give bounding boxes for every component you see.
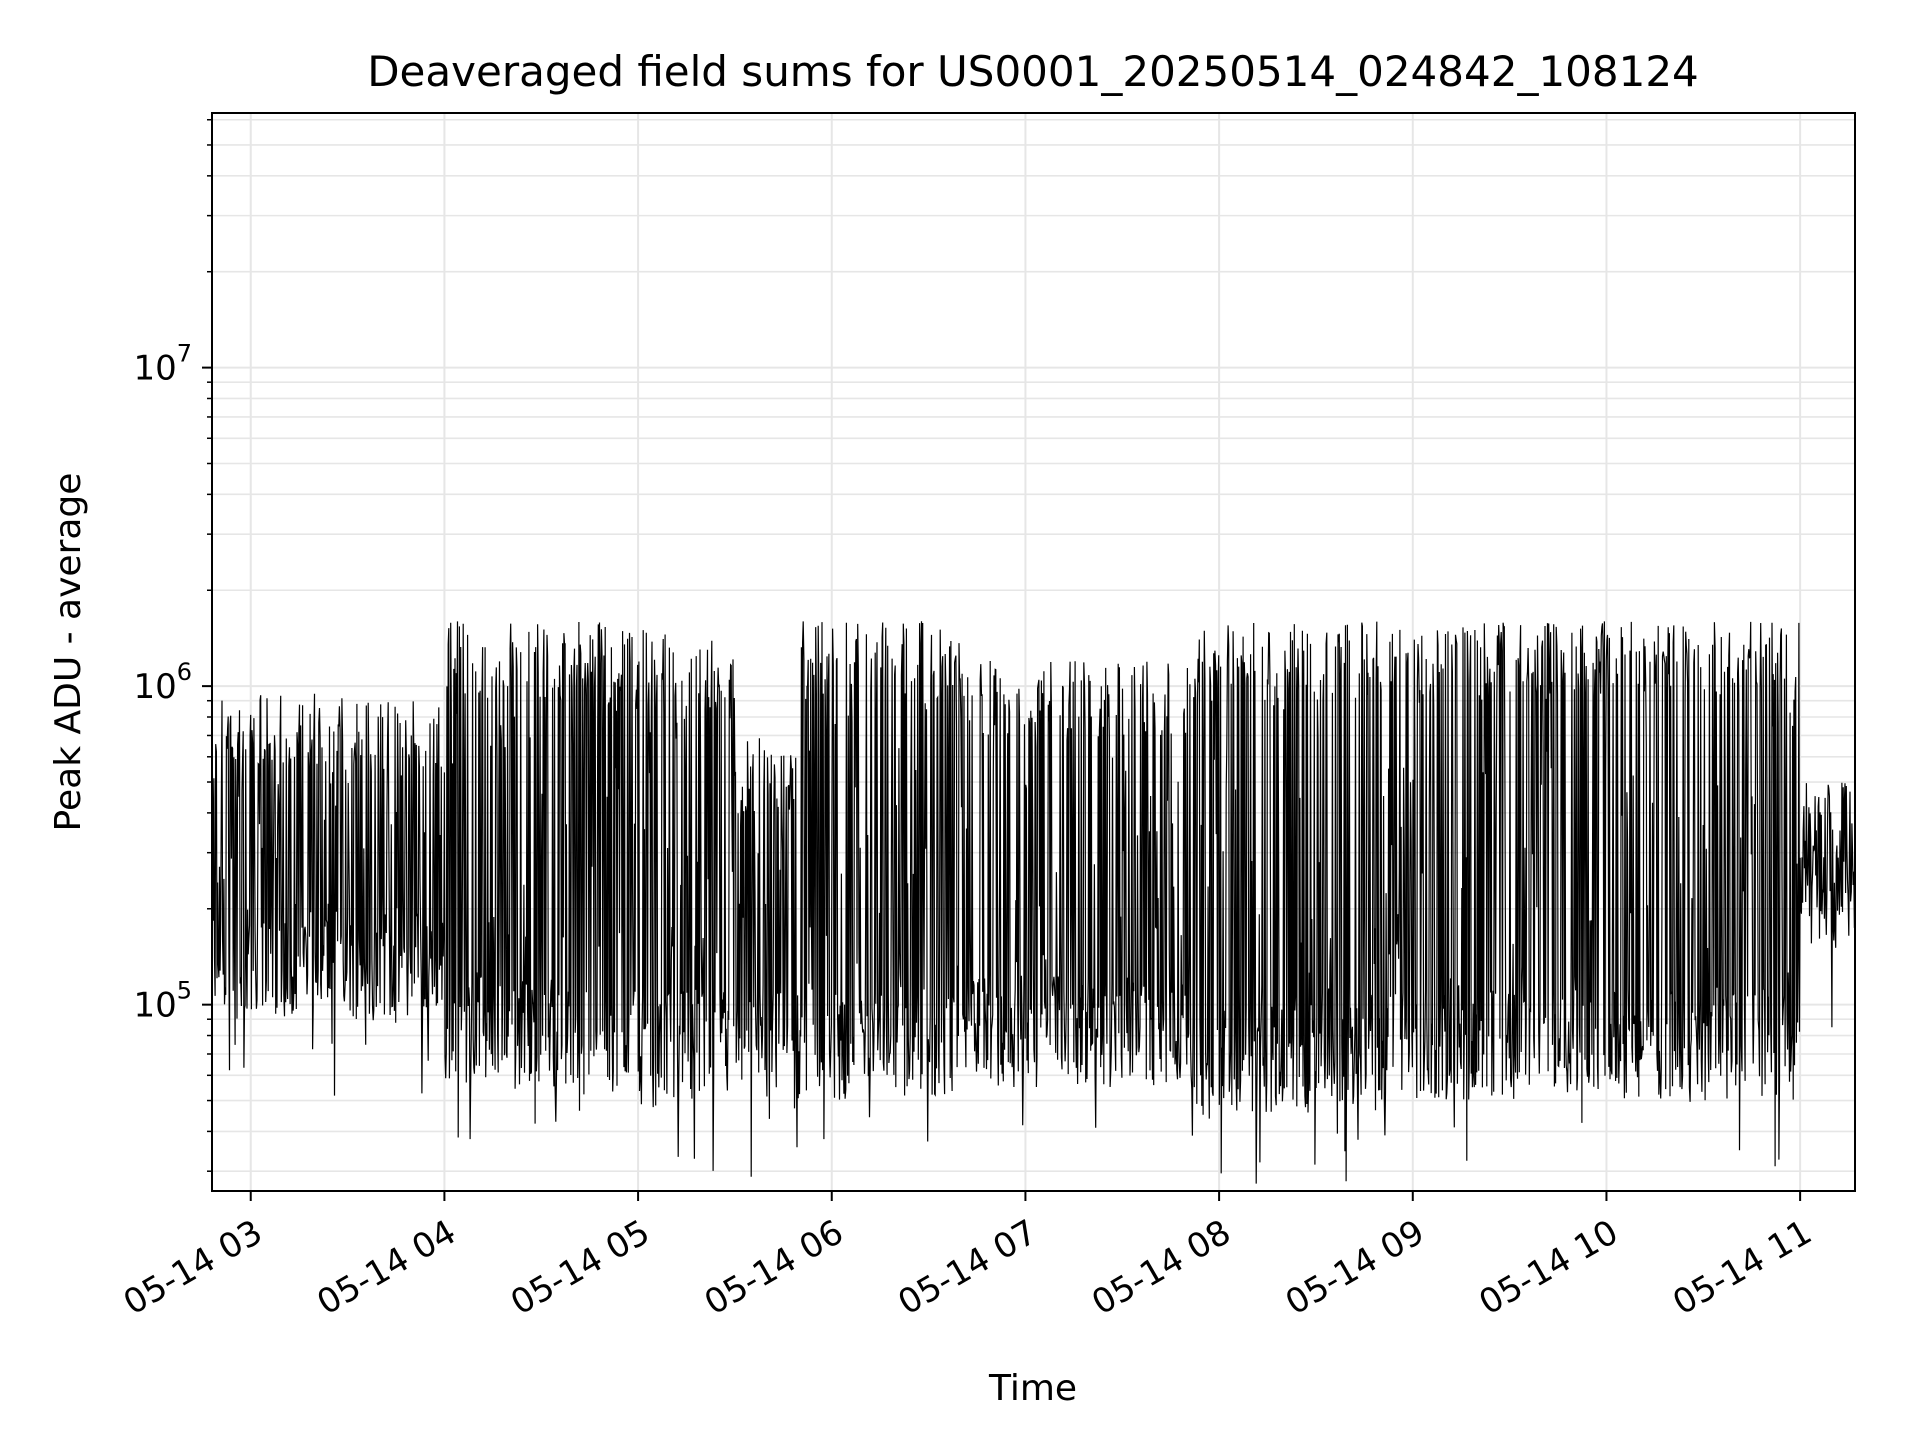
y-tick-label: 106 [133,658,192,707]
y-tick-label: 105 [133,977,192,1026]
y-tick-label-exponent: 7 [177,340,192,368]
x-axis-label: Time [988,1368,1077,1409]
data-series-line [211,621,1855,1184]
y-tick-label-exponent: 6 [177,658,192,686]
y-tick-label: 107 [133,340,192,389]
chart-title: Deaveraged field sums for US0001_2025051… [367,47,1699,96]
plot-frame [211,112,1856,1192]
y-tick-label-base: 10 [133,667,176,707]
y-tick-label-base: 10 [133,349,176,389]
y-tick-label-base: 10 [133,986,176,1026]
series-line [211,621,1855,1184]
y-axis-label: Peak ADU - average [48,473,89,832]
y-tick-label-exponent: 5 [177,977,192,1005]
